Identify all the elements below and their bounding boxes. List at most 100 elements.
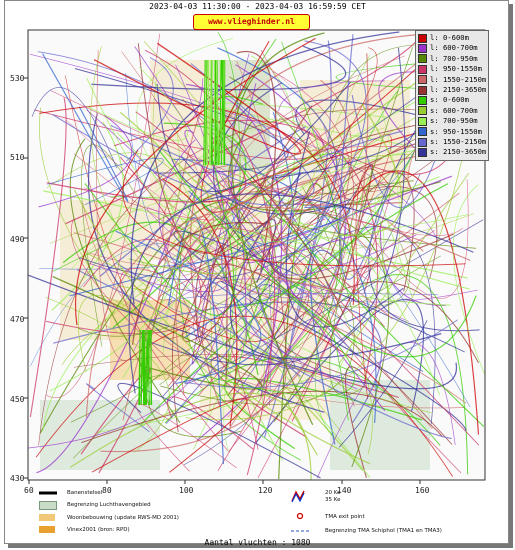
y-tick-label-510: 510 bbox=[10, 153, 25, 162]
flight-track bbox=[220, 55, 405, 352]
flight-track bbox=[50, 90, 463, 236]
legend-swatch bbox=[418, 54, 427, 64]
flight-track bbox=[278, 80, 385, 112]
flight-track bbox=[53, 301, 383, 423]
legend-label: l: 1550-2150m bbox=[430, 74, 487, 84]
flight-track bbox=[81, 144, 137, 347]
map-key: Banenstelsel Begrenzing Luchthavengebied… bbox=[33, 484, 483, 540]
flight-track bbox=[72, 327, 235, 459]
legend-item: l: 2150-3650m bbox=[418, 85, 488, 95]
flight-track bbox=[197, 280, 355, 397]
flight-track bbox=[46, 156, 202, 335]
legend-swatch bbox=[418, 106, 427, 116]
brand-banner[interactable]: www.vlieghinder.nl bbox=[193, 14, 310, 30]
flight-track bbox=[157, 149, 477, 358]
flight-track bbox=[144, 231, 241, 438]
flight-track bbox=[70, 218, 203, 389]
flight-track bbox=[211, 243, 410, 308]
flight-track bbox=[260, 49, 469, 299]
x-tick-label-160: 160 bbox=[415, 486, 430, 495]
flight-track bbox=[338, 103, 403, 236]
flight-track bbox=[115, 230, 262, 384]
flight-track bbox=[344, 366, 375, 478]
legend-label: s: 2150-3650m bbox=[430, 147, 487, 157]
flight-track bbox=[35, 315, 453, 477]
legend-item: s: 600-700m bbox=[418, 106, 488, 116]
flight-track bbox=[355, 168, 388, 400]
flight-track bbox=[75, 37, 316, 326]
flight-track bbox=[143, 329, 148, 406]
legend-item: l: 0-600m bbox=[418, 33, 488, 43]
flight-track bbox=[83, 251, 148, 290]
flight-track bbox=[99, 125, 307, 277]
legend-item: l: 700-950m bbox=[418, 54, 488, 64]
flight-track bbox=[100, 53, 369, 453]
flight-track bbox=[119, 268, 228, 451]
flight-track bbox=[181, 65, 338, 277]
tma-exit-icon bbox=[296, 512, 304, 520]
flight-track bbox=[338, 320, 428, 448]
x-tick-label-100: 100 bbox=[179, 486, 194, 495]
legend-swatch bbox=[418, 85, 427, 95]
flight-track bbox=[135, 111, 480, 446]
legend-swatch bbox=[418, 137, 427, 147]
tma-boundary-symbol bbox=[291, 530, 309, 532]
flight-track bbox=[203, 59, 206, 166]
flight-track bbox=[221, 59, 226, 166]
y-tick-label-430: 430 bbox=[10, 474, 25, 483]
flight-track bbox=[42, 94, 428, 432]
key-tma-boundary-label: Begrenzing TMA Schiphol (TMA1 en TMA3) bbox=[325, 528, 442, 534]
flight-track bbox=[256, 274, 469, 475]
legend-label: s: 0-600m bbox=[430, 95, 469, 105]
flight-track bbox=[159, 51, 480, 275]
x-tick-label-80: 80 bbox=[102, 486, 112, 495]
flight-track bbox=[270, 137, 462, 474]
flight-track bbox=[84, 153, 235, 316]
flight-track bbox=[185, 319, 458, 388]
flight-track bbox=[125, 57, 174, 162]
legend-label: l: 700-950m bbox=[430, 53, 478, 63]
flight-track bbox=[452, 184, 485, 374]
flight-track bbox=[39, 102, 355, 306]
flight-track bbox=[153, 78, 204, 123]
flight-track bbox=[250, 175, 344, 314]
key-housing-label: Woonbebouwing (update RWS-MD 2001) bbox=[67, 515, 179, 521]
airport-boundary-swatch bbox=[39, 501, 57, 510]
y-tick-label-470: 470 bbox=[10, 315, 25, 324]
flight-track bbox=[182, 98, 385, 328]
key-tma-exit-label: TMA exit point bbox=[325, 514, 365, 520]
legend-swatch bbox=[418, 75, 427, 85]
flight-track bbox=[69, 392, 312, 480]
y-tick-label-450: 450 bbox=[10, 395, 25, 404]
flight-track bbox=[150, 329, 153, 406]
flight-track bbox=[217, 180, 342, 418]
time-range-title: 2023-04-03 11:30:00 - 2023-04-03 16:59:5… bbox=[149, 2, 366, 11]
flight-track bbox=[120, 111, 246, 275]
flight-track bbox=[61, 117, 416, 365]
flight-track bbox=[268, 190, 454, 280]
flight-track bbox=[186, 195, 469, 243]
flight-track bbox=[154, 170, 247, 341]
flight-track bbox=[45, 296, 170, 453]
flight-track bbox=[265, 146, 421, 281]
flight-track bbox=[207, 59, 209, 166]
flight-track bbox=[135, 403, 237, 472]
key-35ke-label: 35 Ke bbox=[325, 497, 341, 503]
x-tick-label-140: 140 bbox=[337, 486, 352, 495]
flight-track bbox=[52, 114, 321, 206]
flight-track bbox=[167, 293, 439, 320]
flight-track bbox=[215, 59, 220, 166]
vinex-swatch bbox=[39, 526, 55, 533]
legend-item: s: 700-950m bbox=[418, 116, 488, 126]
legend-label: l: 0-600m bbox=[430, 33, 469, 42]
land-patch bbox=[40, 400, 160, 470]
flight-track bbox=[352, 170, 480, 435]
flight-track bbox=[82, 203, 466, 409]
legend-label: l: 2150-3650m bbox=[430, 84, 487, 94]
flight-track bbox=[86, 77, 181, 209]
legend-item: s: 1550-2150m bbox=[418, 137, 488, 147]
legend-label: s: 600-700m bbox=[430, 105, 478, 115]
flight-track bbox=[292, 176, 451, 306]
flight-track bbox=[200, 40, 419, 213]
flight-track bbox=[128, 193, 474, 394]
